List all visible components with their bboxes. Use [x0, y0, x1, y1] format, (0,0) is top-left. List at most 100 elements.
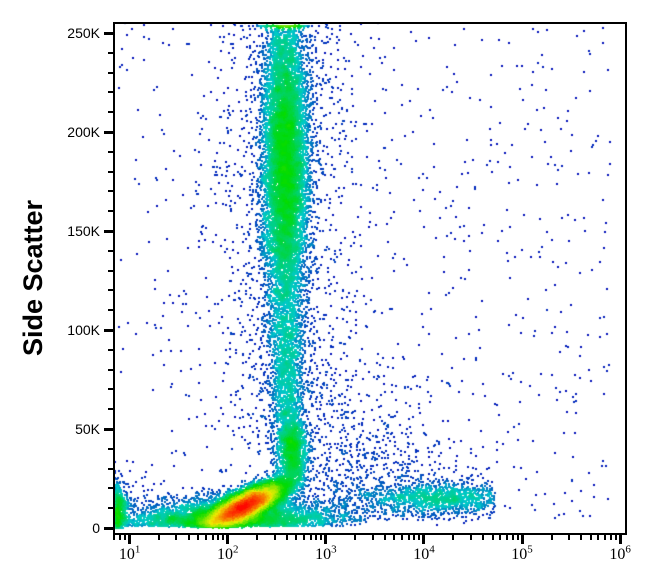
y-axis-tick-label: 100K — [67, 322, 100, 339]
y-axis-minor-tick — [108, 91, 113, 94]
y-axis-tick-label: 250K — [67, 25, 100, 42]
y-axis-major-tick — [104, 427, 113, 431]
x-axis-minor-tick — [197, 535, 200, 540]
y-axis-minor-tick — [108, 368, 113, 371]
y-axis-minor-tick — [108, 487, 113, 490]
y-axis-tick-label: 50K — [75, 421, 100, 438]
x-axis-minor-tick — [511, 535, 514, 540]
x-axis-minor-tick — [303, 535, 306, 540]
x-axis-minor-tick — [589, 535, 592, 540]
x-axis-minor-tick — [452, 535, 455, 540]
x-tick-exponent: 4 — [429, 543, 435, 556]
x-axis-minor-tick — [603, 535, 606, 540]
x-axis-minor-tick — [320, 535, 323, 540]
x-axis-minor-tick — [413, 535, 416, 540]
x-axis-minor-tick — [217, 535, 220, 540]
x-axis-major-tick — [226, 535, 230, 544]
y-axis-minor-tick — [108, 289, 113, 292]
x-tick-exponent: 5 — [527, 543, 533, 556]
x-axis-tick-label: 101 — [108, 543, 152, 564]
y-axis-tick-label: 200K — [67, 124, 100, 141]
y-axis-tick-label: 0 — [92, 520, 100, 537]
y-axis-major-tick — [104, 130, 113, 134]
x-axis-minor-tick — [222, 535, 225, 540]
x-axis-minor-tick — [285, 535, 288, 540]
y-axis-minor-tick — [108, 190, 113, 193]
y-axis-minor-tick — [108, 408, 113, 411]
x-axis-minor-tick — [113, 535, 116, 540]
x-axis-major-tick — [618, 535, 622, 544]
x-axis-minor-tick — [597, 535, 600, 540]
y-axis-major-tick — [104, 526, 113, 530]
y-axis-minor-tick — [108, 249, 113, 252]
x-axis-minor-tick — [371, 535, 374, 540]
y-axis-major-tick — [104, 229, 113, 233]
y-axis-minor-tick — [108, 388, 113, 391]
x-tick-base: 10 — [511, 546, 528, 563]
y-axis-minor-tick — [108, 507, 113, 510]
x-axis-minor-tick — [383, 535, 386, 540]
x-tick-exponent: 2 — [233, 543, 239, 556]
x-axis-major-tick — [324, 535, 328, 544]
y-axis-title: Side Scatter — [18, 199, 48, 357]
y-axis-minor-tick — [108, 150, 113, 153]
x-axis-tick-label: 103 — [304, 543, 348, 564]
x-axis-minor-tick — [609, 535, 612, 540]
x-tick-exponent: 6 — [625, 543, 631, 556]
x-axis-major-tick — [520, 535, 524, 544]
y-axis-minor-tick — [108, 269, 113, 272]
y-axis-minor-tick — [108, 447, 113, 450]
y-axis-minor-tick — [108, 51, 113, 54]
x-axis-minor-tick — [418, 535, 421, 540]
density-scatter-canvas — [113, 22, 627, 535]
x-axis-minor-tick — [407, 535, 410, 540]
x-axis-minor-tick — [205, 535, 207, 540]
y-axis-minor-tick — [108, 348, 113, 351]
x-axis-minor-tick — [469, 535, 472, 540]
x-axis-minor-tick — [491, 535, 494, 540]
x-axis-minor-tick — [393, 535, 396, 540]
x-axis-minor-tick — [499, 535, 502, 540]
x-tick-base: 10 — [315, 546, 332, 563]
x-axis-minor-tick — [580, 535, 583, 540]
y-axis-minor-tick — [108, 309, 113, 312]
x-axis-tick-label: 104 — [402, 543, 446, 564]
x-axis-minor-tick — [119, 535, 122, 540]
x-axis-minor-tick — [354, 535, 357, 540]
x-axis-minor-tick — [175, 535, 178, 540]
x-axis-minor-tick — [516, 535, 519, 540]
x-axis-tick-label: 102 — [206, 543, 250, 564]
x-axis-minor-tick — [505, 535, 508, 540]
x-axis-minor-tick — [567, 535, 570, 540]
x-axis-major-tick — [422, 535, 426, 544]
x-tick-base: 10 — [118, 546, 135, 563]
x-axis-minor-tick — [614, 535, 617, 540]
x-tick-base: 10 — [609, 546, 626, 563]
y-axis-major-tick — [104, 31, 113, 35]
y-axis-minor-tick — [108, 71, 113, 74]
y-axis-minor-tick — [108, 170, 113, 173]
y-axis-minor-tick — [108, 210, 113, 213]
x-axis-minor-tick — [550, 535, 553, 540]
x-axis-minor-tick — [124, 535, 127, 540]
y-axis-major-tick — [104, 328, 113, 332]
x-axis-minor-tick — [401, 535, 404, 540]
x-axis-minor-tick — [273, 535, 276, 540]
x-tick-exponent: 1 — [134, 543, 141, 556]
x-axis-tick-label: 105 — [500, 543, 544, 564]
x-axis-minor-tick — [187, 535, 190, 540]
y-axis-tick-label: 150K — [67, 223, 100, 240]
x-axis-minor-tick — [309, 535, 312, 540]
x-axis-minor-tick — [295, 535, 298, 540]
y-axis-minor-tick — [108, 467, 113, 470]
x-tick-base: 10 — [217, 546, 234, 563]
x-tick-exponent: 3 — [331, 543, 337, 556]
x-axis-tick-label: 106 — [598, 543, 642, 564]
x-axis-minor-tick — [482, 535, 484, 540]
x-tick-base: 10 — [413, 546, 430, 563]
y-axis-minor-tick — [108, 111, 113, 114]
x-axis-minor-tick — [158, 535, 161, 540]
x-axis-minor-tick — [256, 535, 259, 540]
x-axis-minor-tick — [315, 535, 318, 540]
